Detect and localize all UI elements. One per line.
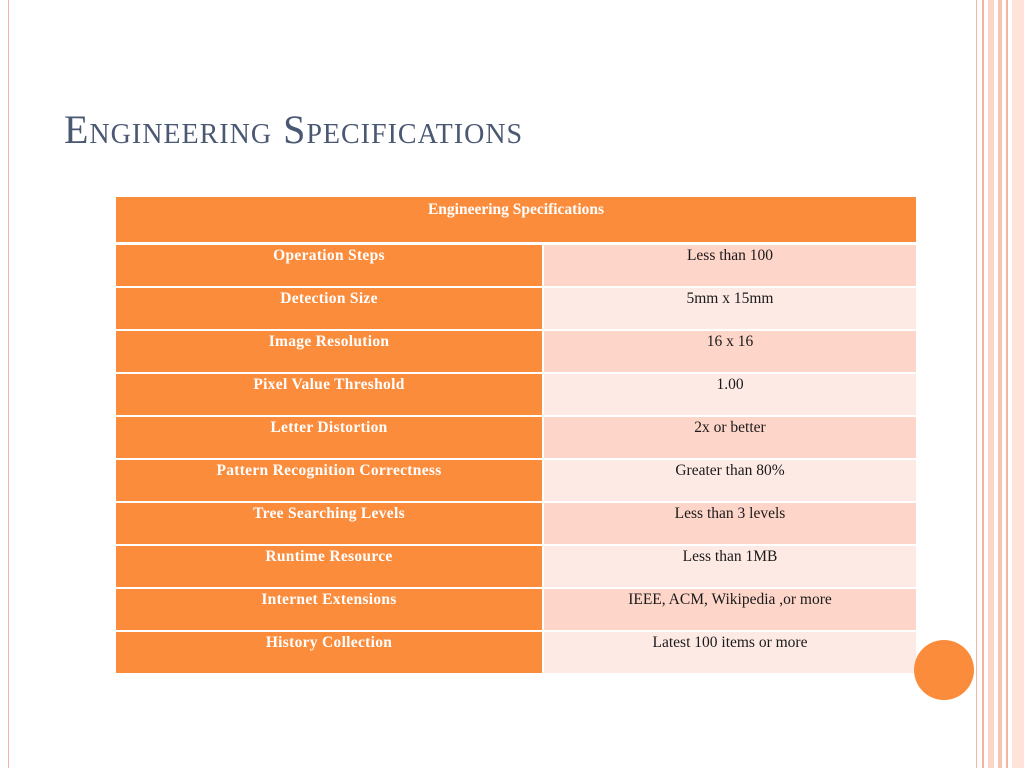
spec-table: Engineering Specifications Operation Ste… <box>116 197 916 675</box>
spec-value: 1.00 <box>542 374 916 417</box>
spec-label: Pattern Recognition Correctness <box>116 460 542 503</box>
spec-label: Operation Steps <box>116 245 542 288</box>
spec-value: Less than 1MB <box>542 546 916 589</box>
spec-label: Letter Distortion <box>116 417 542 460</box>
table-row: Detection Size 5mm x 15mm <box>116 288 916 331</box>
spec-label: Tree Searching Levels <box>116 503 542 546</box>
table-header-row: Engineering Specifications <box>116 197 916 245</box>
table-header: Engineering Specifications <box>116 197 916 245</box>
slide-title: Engineering Specifications <box>64 107 524 152</box>
spec-label: Internet Extensions <box>116 589 542 632</box>
spec-label: Pixel Value Threshold <box>116 374 542 417</box>
spec-value: Less than 100 <box>542 245 916 288</box>
spec-label: Detection Size <box>116 288 542 331</box>
table-row: Internet Extensions IEEE, ACM, Wikipedia… <box>116 589 916 632</box>
table-row: Pixel Value Threshold 1.00 <box>116 374 916 417</box>
table-row: Tree Searching Levels Less than 3 levels <box>116 503 916 546</box>
right-decorative-stripes <box>976 0 1024 768</box>
spec-value: Greater than 80% <box>542 460 916 503</box>
table-row: Letter Distortion 2x or better <box>116 417 916 460</box>
spec-value: 5mm x 15mm <box>542 288 916 331</box>
spec-value: 2x or better <box>542 417 916 460</box>
table-row: Operation Steps Less than 100 <box>116 245 916 288</box>
spec-label: Runtime Resource <box>116 546 542 589</box>
table-row: History Collection Latest 100 items or m… <box>116 632 916 675</box>
spec-value: 16 x 16 <box>542 331 916 374</box>
table-row: Runtime Resource Less than 1MB <box>116 546 916 589</box>
spec-value: Latest 100 items or more <box>542 632 916 675</box>
spec-label: Image Resolution <box>116 331 542 374</box>
decorative-circle <box>914 640 974 700</box>
table-row: Pattern Recognition Correctness Greater … <box>116 460 916 503</box>
table-row: Image Resolution 16 x 16 <box>116 331 916 374</box>
spec-value: Less than 3 levels <box>542 503 916 546</box>
spec-label: History Collection <box>116 632 542 675</box>
left-border-line <box>8 0 9 768</box>
spec-value: IEEE, ACM, Wikipedia ,or more <box>542 589 916 632</box>
